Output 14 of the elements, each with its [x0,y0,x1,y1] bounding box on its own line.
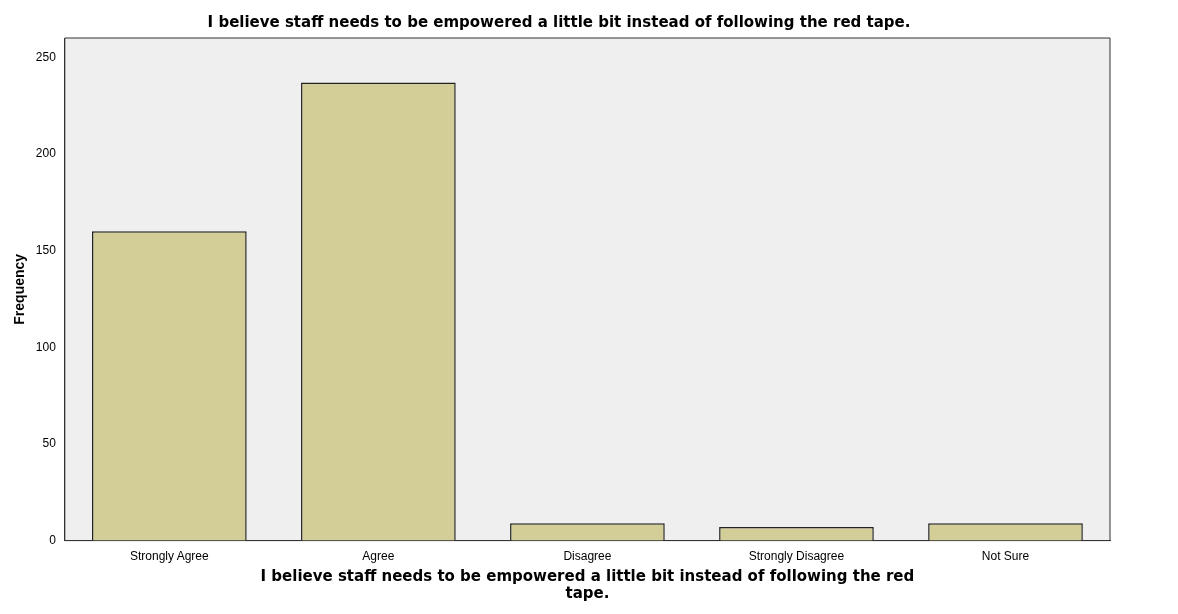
x-tick-label: Strongly Agree [129,549,210,564]
y-tick-label: 200 [35,146,57,161]
y-tick-label: 0 [49,532,57,547]
x-axis-title: I believe staff needs to be empowered a little bit instead of following the red tape. [260,567,915,602]
y-tick-label: 150 [35,242,57,257]
y-tick-label: 50 [42,436,57,451]
x-tick-label: Strongly Disagree [748,549,845,564]
y-axis-title: Frequency [11,253,28,325]
x-tick-label: Not Sure [981,549,1030,564]
x-tick-label: Disagree [563,549,612,564]
y-tick-label: 250 [35,49,57,64]
y-tick-label: 100 [35,339,57,354]
x-tick-label: Agree [362,549,395,564]
chart-title: I believe staff needs to be empowered a little bit instead of following the red tape. [207,12,911,31]
